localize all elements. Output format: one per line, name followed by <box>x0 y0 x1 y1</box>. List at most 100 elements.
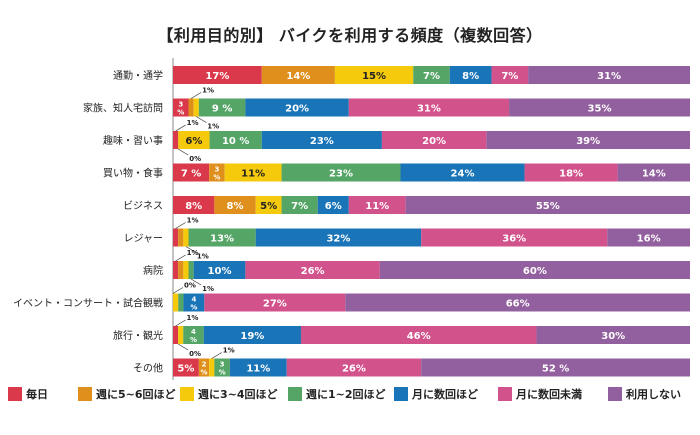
legend-label: 月に数回未満 <box>516 388 582 401</box>
segment-label: 7% <box>291 201 308 212</box>
bar-segment <box>281 163 401 182</box>
bar-segment <box>345 293 690 312</box>
segment-label: 26% <box>301 266 325 277</box>
legend-swatch <box>8 387 22 401</box>
segment-label: 26% <box>342 364 366 375</box>
bar-segment <box>413 66 450 84</box>
legend-label: 週に5~6回ほど <box>96 388 176 401</box>
category-label: 買い物・食事 <box>103 167 163 180</box>
bar-segment <box>183 261 189 279</box>
bar-segment <box>617 163 690 182</box>
bar-segment <box>173 66 262 84</box>
segment-label: 19% <box>240 331 264 342</box>
bar-segment <box>334 66 414 84</box>
bar-segment <box>405 196 690 214</box>
bar-segment <box>491 66 529 84</box>
legend-item: 利用しない <box>608 386 681 402</box>
category-label: レジャー <box>124 234 164 245</box>
callout-leader <box>211 352 222 359</box>
segment-label: 55% <box>536 201 560 212</box>
callout-label: 0% <box>184 282 196 290</box>
bar-segment <box>188 228 256 247</box>
bar-segment <box>524 163 618 182</box>
legend-label: 週に1~2回ほど <box>306 388 386 401</box>
category-label: 趣味・習い事 <box>103 134 163 147</box>
bar-segment <box>286 358 422 377</box>
segment-label: 27% <box>263 299 287 310</box>
legend-item: 週に5~6回ほど <box>78 386 176 402</box>
segment-label: 31% <box>417 104 441 115</box>
segment-label: 35% <box>588 104 612 115</box>
bar-segment <box>317 196 349 214</box>
bar-segment <box>281 196 318 214</box>
bar-segment <box>379 261 690 279</box>
bar-segment <box>188 261 194 279</box>
category-label: ビジネス <box>123 200 163 212</box>
legend-item: 月に数回未満 <box>498 386 582 402</box>
segment-label: 8% <box>462 71 479 82</box>
bar-segment <box>178 131 210 149</box>
bar-segment <box>300 326 537 344</box>
callout-leader <box>175 222 186 229</box>
segment-label: 66% <box>506 299 530 310</box>
segment-label: 15% <box>362 71 386 82</box>
bar-segment <box>203 326 301 344</box>
bar-segment <box>224 163 282 182</box>
segment-label: 5% <box>177 364 194 375</box>
bar-segment <box>348 98 510 117</box>
segment-label: 7% <box>501 71 518 82</box>
bar-segment <box>214 358 230 377</box>
category-label: 病院 <box>143 264 163 277</box>
category-label: イベント・コンサート・試合観戦 <box>13 297 163 310</box>
category-label: 通勤・通学 <box>113 69 163 82</box>
segment-label: 2% <box>201 361 208 377</box>
bar-segment <box>204 293 346 312</box>
bar-segment <box>229 358 287 377</box>
callout-label: 0% <box>189 155 201 163</box>
segment-label: 13% <box>210 234 234 245</box>
legend-item: 月に数回ほど <box>394 386 478 402</box>
bar-segment <box>209 163 225 182</box>
bar-segment <box>381 131 487 149</box>
callout-leader <box>196 116 207 123</box>
segment-label: 14% <box>286 71 310 82</box>
bar-segment <box>245 98 349 117</box>
legend-swatch <box>394 387 408 401</box>
callout-label: 1% <box>223 347 235 355</box>
bar-segment <box>173 131 179 149</box>
bar-segment <box>528 66 690 84</box>
segment-label: 18% <box>559 169 583 180</box>
legend-swatch <box>608 387 622 401</box>
bar-segment <box>261 66 335 84</box>
callout-label: 1% <box>187 314 199 322</box>
bar-segment <box>188 98 194 117</box>
segment-label: 7% <box>423 71 440 82</box>
segment-label: 4% <box>190 328 197 344</box>
segment-label: 24% <box>451 169 475 180</box>
callout-label: 1% <box>187 217 199 225</box>
callout-leader <box>185 246 197 253</box>
segment-label: 11% <box>241 169 265 180</box>
segment-label: 30% <box>601 331 625 342</box>
category-label: 旅行・観光 <box>113 329 163 342</box>
callout-leader <box>175 319 186 327</box>
segment-label: 11% <box>246 364 270 375</box>
callout-leader <box>178 148 189 156</box>
bar-segment <box>400 163 525 182</box>
chart-plot: 通勤・通学家族、知人宅訪問趣味・習い事買い物・食事ビジネスレジャー病院イベント・… <box>13 58 690 380</box>
bar-segment <box>173 261 179 279</box>
segment-label: 20% <box>422 136 446 147</box>
legend-swatch <box>78 387 92 401</box>
callout-leader <box>177 343 189 351</box>
bar-segment <box>607 228 690 247</box>
callouts: 1%1%1%0%1%1%1%1%0%1%0% 1% <box>172 87 235 359</box>
segment-label: 6% <box>325 201 342 212</box>
bar-segment <box>198 98 246 117</box>
bar-segment <box>178 228 184 247</box>
legend: 毎日 週に5~6回ほど 週に3~4回ほど 週に1~2回ほど 月に数回ほど 月に数回未満 利用… <box>8 386 698 406</box>
segment-label: 3% <box>219 361 226 377</box>
segment-label: 3% <box>213 166 220 182</box>
callout-leader <box>190 278 202 286</box>
segment-label: 6% <box>185 136 202 147</box>
segment-label: 31% <box>597 71 621 82</box>
